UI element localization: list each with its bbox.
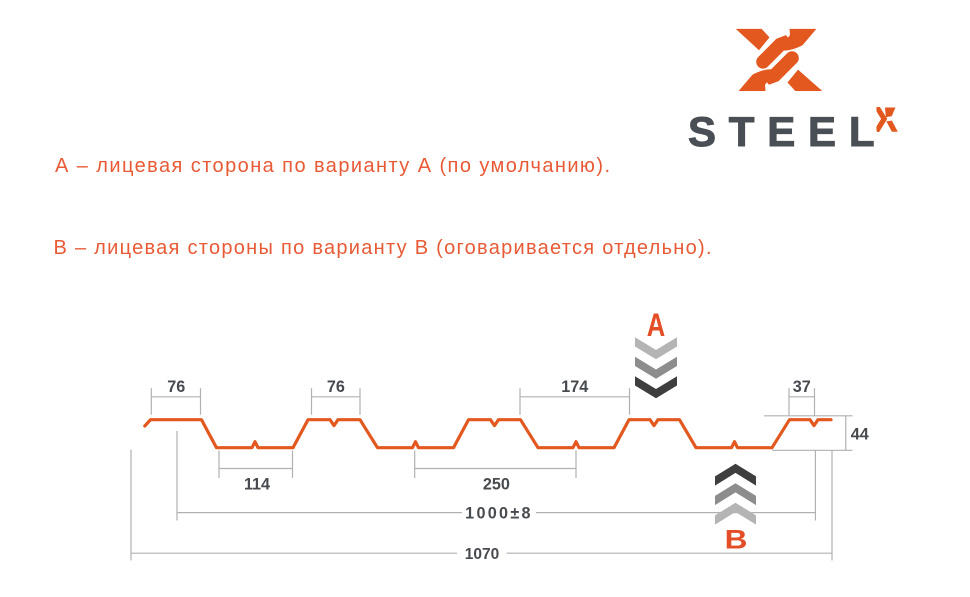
svg-text:174: 174: [561, 378, 588, 396]
svg-text:76: 76: [327, 378, 345, 396]
svg-text:37: 37: [793, 378, 811, 396]
svg-text:А – лицевая сторона по вариант: А – лицевая сторона по варианту А (по ум…: [55, 155, 610, 177]
svg-text:STEEL: STEEL: [688, 108, 875, 155]
svg-text:76: 76: [167, 378, 185, 396]
svg-text:В – лицевая стороны по вариант: В – лицевая стороны по варианту В (огова…: [54, 237, 712, 259]
svg-text:B: B: [725, 525, 748, 555]
svg-text:44: 44: [851, 425, 869, 443]
svg-text:1000±8: 1000±8: [465, 504, 533, 522]
svg-text:1070: 1070: [465, 546, 499, 563]
svg-text:250: 250: [483, 475, 510, 493]
svg-text:114: 114: [244, 475, 270, 493]
svg-text:A: A: [647, 308, 666, 343]
